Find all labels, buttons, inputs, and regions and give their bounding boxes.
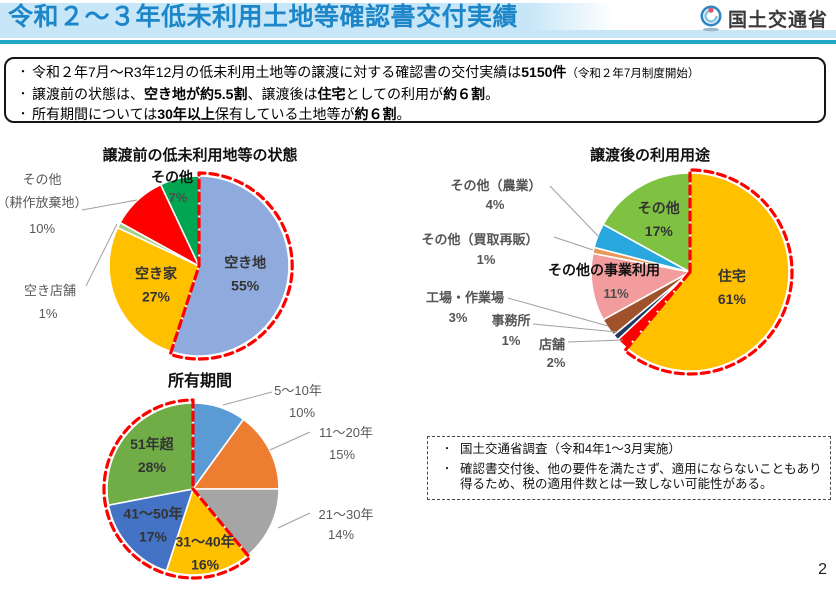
pie-chart: 譲渡前の低未利用地等の状態空き地 55% 空き家 27% 空き店舗 1% その他 （耕作放棄地… [0,140,345,372]
leader-line [549,185,599,237]
pie-slice [170,175,290,357]
leader-line [81,199,138,211]
slice-label: 21～30年 [319,507,374,522]
slice-value: 14% [328,527,354,542]
summary-bullet-text: 所有期間については30年以上保有している土地等が約６割。 [32,106,411,122]
pie-chart: 譲渡後の利用用途住宅 61% 店舗 2% 事務所 1% 工場・作業場 3% その他の事業利用 11… [420,140,836,384]
note-item: ・確認書交付後、他の要件を満たさず、適用にならないこともあり得るため、税の適用件… [434,462,824,493]
slice-label: その他（農業） [450,178,541,193]
summary-bullet: ・譲渡前の状態は、空き地が約5.5割、譲渡後は住宅としての利用が約６割。 [14,84,816,104]
slice-label: 41～50年 [123,505,182,521]
slice-value: 15% [329,447,355,462]
summary-bullet: ・令和２年7月～R3年12月の低未利用土地等の譲渡に対する確認書の交付実績は51… [14,62,816,84]
highlight-outline [623,168,794,376]
slice-label: 11～20年 [319,425,373,440]
pie-svg: 所有期間 5～10年 10% 11～20年 15% 21～30年 14% 31～40年 16% 4… [102,371,374,580]
slice-value: 55% [231,277,260,293]
slice-label: （耕作放棄地） [0,195,88,210]
chart-title: 譲渡前の低未利用地等の状態 [102,146,297,164]
slice-label: 事務所 [491,313,530,328]
leader-line [567,339,624,343]
page-number: 2 [818,561,827,578]
slice-value: 1% [477,252,496,267]
summary-bullet-list: ・令和２年7月～R3年12月の低未利用土地等の譲渡に対する確認書の交付実績は51… [14,62,816,124]
leader-line [222,391,273,406]
chart-title: 譲渡後の利用用途 [590,146,711,164]
slice-label: 空き家 [135,266,178,282]
bullet-dot: ・ [17,88,29,100]
highlight-outline [168,171,294,361]
note-box: ・国土交通省調査（令和4年1～3月実施）・確認書交付後、他の要件を満たさず、適用… [427,436,831,500]
slice-label: 工場・作業場 [426,290,504,305]
slice-value: 1% [39,306,58,321]
slice-label: 住宅 [718,268,746,284]
page-title: 令和２～３年低未利用土地等確認書交付実績 [8,3,519,31]
slice-label: その他の事業利用 [548,262,660,278]
slice-value: 27% [142,289,171,305]
pie-chart: 所有期間 5～10年 10% 11～20年 15% 21～30年 14% 31～40年 16% 4… [55,360,435,584]
slice-label: 空き地 [224,254,266,270]
slice-value: 61% [718,291,747,307]
pie-slice [602,172,691,274]
leader-line [85,223,118,287]
pie-slice [590,252,693,321]
leader-line [277,512,311,529]
slice-label: 店舗 [539,337,565,352]
summary-bullet-text: 譲渡前の状態は、空き地が約5.5割、譲渡後は住宅としての利用が約６割。 [32,86,500,102]
pie-slice [108,226,200,353]
leader-line [532,323,618,333]
bullet-dot: ・ [442,463,452,475]
bullet-dot: ・ [442,444,452,455]
agency-name: 国土交通省 [728,9,829,31]
note-list: ・国土交通省調査（令和4年1～3月実施）・確認書交付後、他の要件を満たさず、適用… [434,442,824,493]
slice-label: その他 [638,200,680,216]
mlit-logo: 国土交通省 [699,4,828,32]
header-rule [0,40,836,44]
leader-line [507,297,609,327]
slice-value: 7% [169,190,188,205]
note-text: 国土交通省調査（令和4年1～3月実施） [460,442,681,456]
note-text: 確認書交付後、他の要件を満たさず、適用にならないこともあり得るため、税の適用件数… [460,461,822,492]
slice-label: その他（買取再販） [421,232,538,247]
header-sub-band [0,30,836,38]
pie-slice [106,402,194,507]
slice-value: 28% [138,459,167,475]
bullet-dot: ・ [17,108,29,120]
pie-slice [625,172,790,372]
slice-value: 1% [502,333,521,348]
slice-label: 51年超 [130,436,175,452]
slice-value: 17% [645,223,674,239]
slice-value: 4% [486,197,505,212]
pie-slice [191,488,280,557]
slice-label: その他 [22,172,61,187]
note-item: ・国土交通省調査（令和4年1～3月実施） [434,442,824,458]
slice-label: 5～10年 [274,383,322,398]
summary-box: ・令和２年7月～R3年12月の低未利用土地等の譲渡に対する確認書の交付実績は51… [4,57,826,123]
chart-title: 所有期間 [168,371,232,390]
title-band [0,3,614,32]
pie-slice [107,487,195,572]
slice-value: 11% [603,286,629,301]
highlight-outline [102,398,252,580]
slice-value: 10% [289,405,315,420]
slice-value: 3% [449,310,468,325]
slice-label: 31～40年 [176,533,235,549]
slice-label: その他 [151,169,193,185]
summary-bullet-text: 令和２年7月～R3年12月の低未利用土地等の譲渡に対する確認書の交付実績は515… [32,64,700,80]
bullet-dot: ・ [17,66,29,78]
slice-value: 17% [139,528,168,544]
leader-line [553,236,594,251]
slice-value: 10% [29,221,55,236]
mlit-logo-icon [700,5,722,32]
leader-line [269,431,311,451]
slice-value: 2% [547,355,566,370]
pie-slice [191,418,280,490]
summary-bullet: ・所有期間については30年以上保有している土地等が約６割。 [14,104,816,124]
slice-value: 16% [191,556,220,572]
slice-label: 空き店舗 [24,283,76,298]
